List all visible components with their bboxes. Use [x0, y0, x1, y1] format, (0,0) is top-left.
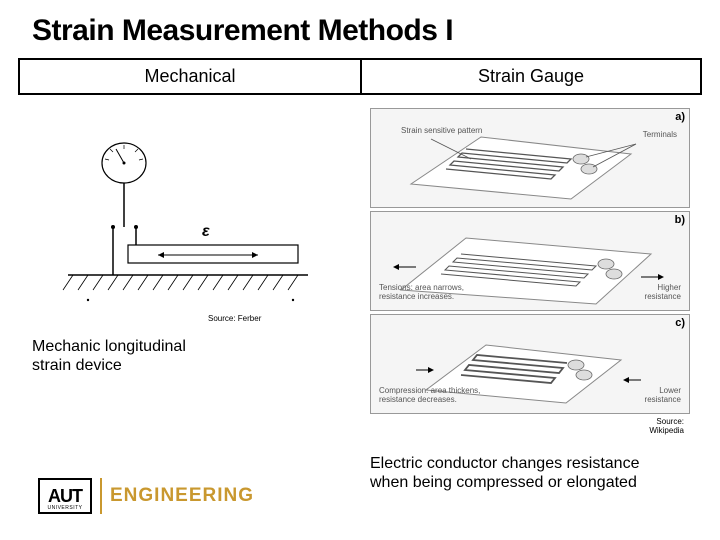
col-mechanical: Mechanical [18, 58, 360, 475]
gauge-c-text-right: Lower resistance [631, 387, 681, 405]
gauge-a-text-right: Terminals [643, 131, 677, 140]
src-wiki-l2: Wikipedia [649, 426, 684, 435]
gauge-a-text-top: Strain sensitive pattern [401, 127, 482, 136]
aut-logo: AUT UNIVERSITY ENGINEERING [38, 478, 254, 514]
gauge-label-a: a) [675, 111, 685, 123]
mechanical-diagram: ε [58, 135, 318, 310]
logo-university-text: UNIVERSITY [47, 505, 82, 511]
right-caption-l2: when being compressed or elongated [370, 474, 637, 491]
gauge-b-text-left: Tensions: area narrows, resistance incre… [379, 284, 489, 302]
col-header-mechanical: Mechanical [18, 58, 360, 95]
right-content: a) Strain sensitive pattern Terminals b) [360, 95, 702, 475]
left-caption-l1: Mechanic longitudinal [32, 338, 186, 355]
col-straingauge: Strain Gauge a) Strain sensitive pattern… [360, 58, 702, 475]
gauge-label-c: c) [675, 317, 685, 329]
epsilon-symbol: ε [202, 223, 210, 241]
logo-divider [100, 478, 102, 514]
source-ferber: Source: Ferber [208, 314, 360, 323]
left-caption: Mechanic longitudinal strain device [32, 337, 360, 375]
columns-wrap: Mechanical [0, 58, 720, 475]
gauge-panel-b: b) Tensions: area narrows, resistance in… [370, 211, 690, 311]
gauge-label-b: b) [675, 214, 685, 226]
src-wiki-l1: Source: [656, 417, 684, 426]
logo-aut-text: AUT [48, 486, 82, 507]
gauge-svg-a [371, 109, 691, 209]
col-header-straingauge: Strain Gauge [360, 58, 702, 95]
mechanical-svg [58, 135, 318, 310]
left-caption-l2: strain device [32, 357, 122, 374]
gauge-panel-c: c) Compression: area thickens, resistanc… [370, 314, 690, 414]
logo-aut-box: AUT UNIVERSITY [38, 478, 92, 514]
logo-engineering-text: ENGINEERING [110, 485, 254, 507]
source-wikipedia: Source: Wikipedia [360, 418, 684, 436]
page-title: Strain Measurement Methods I [0, 0, 720, 58]
gauge-c-text-left: Compression: area thickens, resistance d… [379, 387, 489, 405]
gauge-b-text-right: Higher resistance [631, 284, 681, 302]
right-caption-l1: Electric conductor changes resistance [370, 455, 639, 472]
left-content: ε Source: Ferber Mechanic longitudinal s… [18, 95, 360, 475]
gauge-panel-a: a) Strain sensitive pattern Terminals [370, 108, 690, 208]
right-caption: Electric conductor changes resistance wh… [370, 454, 702, 492]
